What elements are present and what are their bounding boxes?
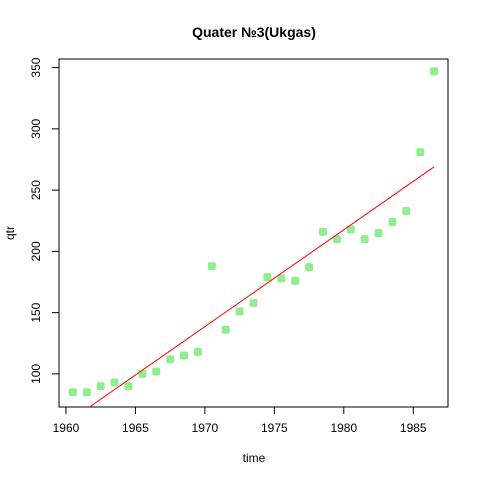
x-tick-label: 1970 xyxy=(192,421,219,435)
data-point xyxy=(235,307,244,316)
y-tick-label: 350 xyxy=(29,57,43,77)
x-tick-label: 1980 xyxy=(330,421,357,435)
series-layer xyxy=(68,67,439,408)
data-point xyxy=(221,325,230,334)
x-tick-label: 1960 xyxy=(53,421,80,435)
data-point xyxy=(82,388,91,397)
data-point xyxy=(166,355,175,364)
x-tick-label: 1965 xyxy=(122,421,149,435)
data-point xyxy=(96,382,105,391)
data-point xyxy=(68,388,77,397)
x-tick-label: 1985 xyxy=(400,421,427,435)
data-point xyxy=(277,274,286,283)
data-point xyxy=(332,235,341,244)
x-axis: 1960 1965 1970 1975 1980 1985 xyxy=(53,406,427,435)
y-tick-label: 250 xyxy=(29,180,43,200)
data-point xyxy=(416,148,425,157)
data-point xyxy=(402,206,411,215)
data-point xyxy=(388,217,397,226)
chart-title: Quater №3(Ukgas) xyxy=(192,24,316,40)
y-axis: 100 150 200 250 300 350 xyxy=(29,57,60,384)
x-tick-label: 1975 xyxy=(261,421,288,435)
data-point xyxy=(430,67,439,76)
data-point xyxy=(249,298,258,307)
data-point xyxy=(305,263,314,272)
data-point xyxy=(124,382,133,391)
y-axis-label: qtr xyxy=(3,226,17,240)
y-tick-label: 200 xyxy=(29,241,43,261)
data-point xyxy=(291,276,300,285)
data-point xyxy=(263,273,272,282)
data-point xyxy=(374,229,383,237)
x-axis-label: time xyxy=(243,451,266,465)
data-point xyxy=(152,367,161,376)
trend-line xyxy=(89,166,435,408)
data-point xyxy=(180,351,189,360)
y-tick-label: 150 xyxy=(29,302,43,322)
data-point xyxy=(193,347,202,356)
y-tick-label: 100 xyxy=(29,364,43,384)
data-point xyxy=(207,262,216,271)
data-point xyxy=(318,227,327,236)
data-point xyxy=(138,369,147,378)
y-tick-label: 300 xyxy=(29,119,43,139)
data-point xyxy=(360,235,369,244)
data-point xyxy=(346,225,355,234)
data-point xyxy=(110,378,119,387)
